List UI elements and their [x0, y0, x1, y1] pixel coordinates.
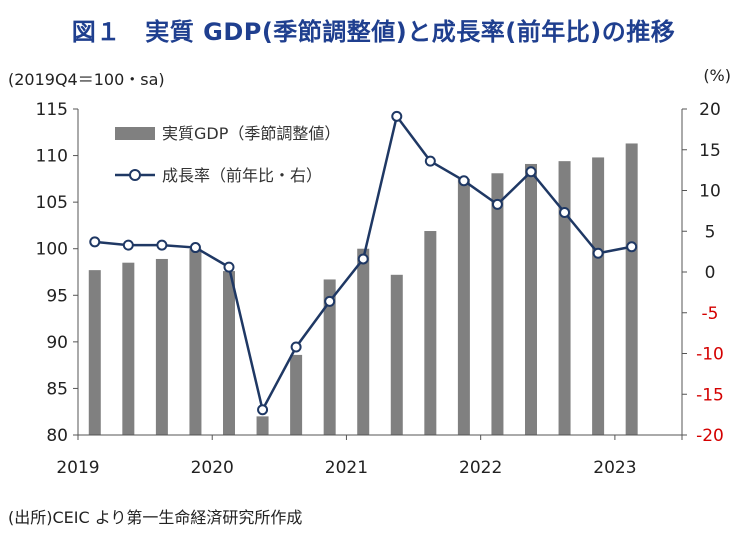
growth-rate-point — [559, 207, 571, 219]
gdp-bar — [155, 258, 168, 435]
left-tick-label: 100 — [36, 240, 68, 260]
gdp-bar — [625, 143, 638, 435]
gdp-bar — [189, 248, 202, 435]
gdp-bar — [525, 163, 537, 435]
gdp-bar — [122, 262, 135, 435]
gdp-bar — [491, 173, 504, 436]
growth-rate-point — [324, 295, 336, 307]
right-tick-label: 5 — [705, 222, 716, 242]
growth-rate-point — [223, 261, 235, 273]
gdp-bar — [290, 354, 303, 435]
right-axis-unit-label: (%) — [703, 66, 731, 85]
right-tick-label: 0 — [705, 263, 716, 283]
growth-rate-point — [626, 241, 638, 253]
left-tick-label: 115 — [36, 100, 68, 120]
legend-bar-label: 実質GDP（季節調整値） — [162, 124, 340, 143]
x-tick-label: 2019 — [56, 458, 99, 478]
x-tick-label: 2021 — [325, 458, 368, 478]
growth-rate-point — [290, 341, 302, 353]
left-axis-unit-label: (2019Q4＝100・sa) — [8, 70, 165, 89]
axes-group: 80859095100105110115-20-15-10-5051015202… — [36, 100, 724, 478]
growth-rate-point — [257, 404, 269, 416]
growth-rate-point — [458, 175, 470, 187]
gdp-bar — [88, 270, 101, 435]
right-tick-label: 10 — [699, 182, 721, 202]
right-tick-label: -5 — [702, 304, 719, 324]
growth-rate-point — [357, 253, 369, 265]
left-tick-label: 90 — [46, 333, 68, 353]
growth-rate-point — [122, 239, 134, 251]
growth-rate-point — [491, 198, 503, 210]
right-tick-label: -15 — [696, 385, 724, 405]
legend-line-label: 成長率（前年比・右） — [162, 166, 322, 185]
legend-bar-swatch — [115, 127, 155, 140]
gdp-bar — [592, 157, 605, 436]
bars-group — [88, 143, 638, 436]
gdp-bar — [323, 279, 336, 435]
gdp-bar — [256, 416, 269, 435]
left-tick-label: 110 — [36, 147, 68, 167]
gdp-bar — [223, 271, 235, 435]
growth-rate-point — [391, 110, 403, 122]
gdp-bar — [357, 248, 370, 435]
legend: 実質GDP（季節調整値） 成長率（前年比・右） — [115, 124, 340, 185]
left-tick-label: 95 — [46, 286, 68, 306]
gdp-bar — [424, 231, 437, 435]
growth-rate-point — [592, 247, 604, 259]
gdp-bar — [457, 178, 470, 435]
growth-rate-point — [189, 242, 201, 254]
right-tick-label: 20 — [699, 100, 721, 120]
left-tick-label: 80 — [46, 426, 68, 446]
right-tick-label: 15 — [699, 141, 721, 161]
growth-rate-point — [525, 166, 537, 178]
right-tick-label: -10 — [696, 345, 724, 365]
legend-line-marker — [129, 169, 141, 181]
growth-rate-point — [424, 155, 436, 167]
left-tick-label: 85 — [46, 379, 68, 399]
left-tick-label: 105 — [36, 193, 68, 213]
right-tick-label: -20 — [696, 426, 724, 446]
chart-title: 図１ 実質 GDP(季節調整値)と成長率(前年比)の推移 — [71, 18, 676, 46]
x-tick-label: 2022 — [459, 458, 502, 478]
line-group — [89, 110, 638, 416]
source-note: (出所)CEIC より第一生命経済研究所作成 — [8, 508, 303, 527]
x-tick-label: 2023 — [593, 458, 636, 478]
x-tick-label: 2020 — [191, 458, 234, 478]
gdp-bar — [390, 274, 403, 435]
gdp-bar — [558, 161, 571, 435]
growth-rate-point — [156, 239, 168, 251]
growth-rate-point — [89, 236, 101, 248]
